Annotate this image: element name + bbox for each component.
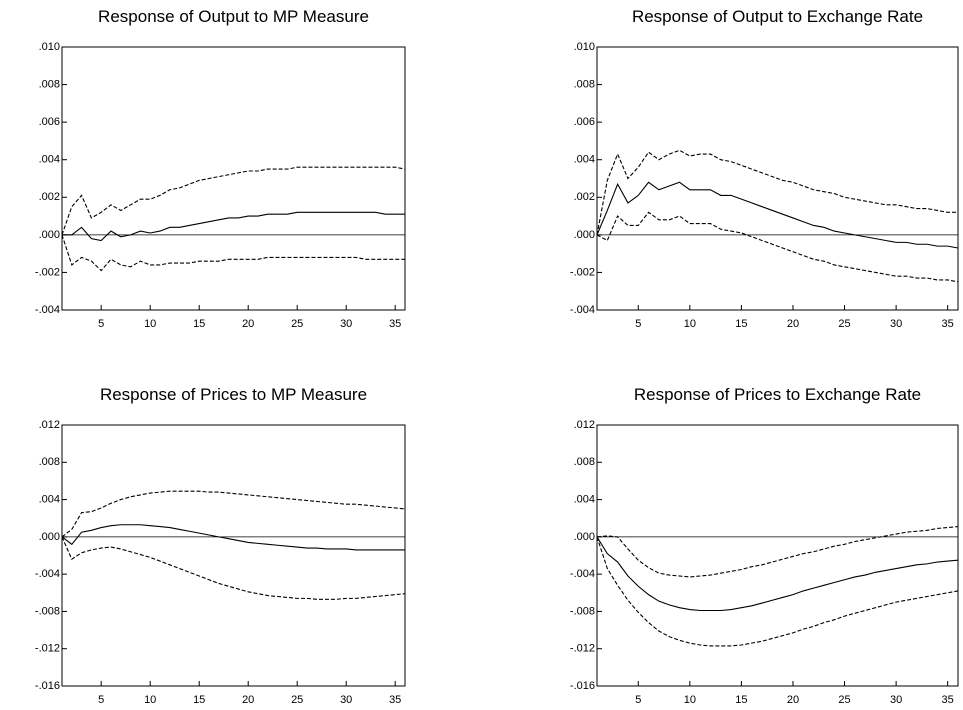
x-tick-label: 30 bbox=[340, 318, 352, 330]
x-tick-label: 30 bbox=[890, 318, 902, 330]
y-tick-label: .006 bbox=[574, 116, 595, 128]
y-tick-label: .008 bbox=[574, 456, 595, 468]
x-tick-label: 35 bbox=[942, 318, 954, 330]
x-tick-label: 20 bbox=[787, 318, 799, 330]
x-tick-label: 35 bbox=[389, 318, 401, 330]
x-tick-label: 15 bbox=[735, 694, 747, 706]
response-line bbox=[596, 536, 959, 612]
x-tick-label: 5 bbox=[635, 694, 641, 706]
x-tick-label: 15 bbox=[193, 694, 205, 706]
confidence-band bbox=[596, 526, 959, 578]
y-tick-label: -.004 bbox=[35, 568, 60, 580]
y-tick-label: .008 bbox=[574, 78, 595, 90]
y-tick-label: .004 bbox=[39, 154, 60, 166]
x-tick-label: 10 bbox=[144, 318, 156, 330]
confidence-band bbox=[596, 536, 959, 647]
confidence-band bbox=[61, 536, 406, 600]
y-tick-label: .000 bbox=[39, 531, 60, 543]
x-tick-label: 30 bbox=[890, 694, 902, 706]
y-tick-label: -.004 bbox=[570, 304, 595, 316]
confidence-band bbox=[596, 211, 959, 283]
x-tick-label: 35 bbox=[389, 694, 401, 706]
y-tick-label: -.002 bbox=[35, 266, 60, 278]
y-tick-label: -.012 bbox=[570, 643, 595, 655]
plot-frame bbox=[596, 46, 959, 311]
chart-title: Response of Output to MP Measure bbox=[98, 7, 369, 26]
y-tick-label: .000 bbox=[574, 531, 595, 543]
x-tick-label: 15 bbox=[193, 318, 205, 330]
x-tick-label: 5 bbox=[635, 318, 641, 330]
confidence-band bbox=[61, 490, 406, 538]
y-tick-label: -.004 bbox=[570, 568, 595, 580]
y-tick-label: -.008 bbox=[35, 605, 60, 617]
y-tick-label: -.008 bbox=[570, 605, 595, 617]
x-tick-label: 30 bbox=[340, 694, 352, 706]
x-tick-label: 10 bbox=[684, 694, 696, 706]
y-tick-label: -.016 bbox=[35, 680, 60, 692]
plot-frame bbox=[596, 424, 959, 687]
y-tick-label: .004 bbox=[39, 493, 60, 505]
x-tick-label: 20 bbox=[242, 694, 254, 706]
response-line bbox=[61, 524, 405, 551]
x-tick-label: 20 bbox=[787, 694, 799, 706]
x-tick-label: 15 bbox=[735, 318, 747, 330]
x-tick-label: 25 bbox=[838, 318, 850, 330]
plot-frame bbox=[61, 46, 406, 311]
y-tick-label: .008 bbox=[39, 456, 60, 468]
y-tick-label: .000 bbox=[39, 229, 60, 241]
x-tick-label: 25 bbox=[291, 694, 303, 706]
y-tick-label: .002 bbox=[574, 191, 595, 203]
chart-title: Response of Output to Exchange Rate bbox=[632, 7, 923, 26]
y-tick-label: .000 bbox=[574, 229, 595, 241]
y-tick-label: .012 bbox=[574, 419, 595, 431]
y-tick-label: -.004 bbox=[35, 304, 60, 316]
x-tick-label: 5 bbox=[98, 318, 104, 330]
chart-title: Response of Prices to Exchange Rate bbox=[634, 385, 921, 404]
y-tick-label: .004 bbox=[574, 493, 595, 505]
y-tick-label: .010 bbox=[574, 41, 595, 53]
y-tick-label: -.016 bbox=[570, 680, 595, 692]
x-tick-label: 10 bbox=[684, 318, 696, 330]
x-tick-label: 5 bbox=[98, 694, 104, 706]
y-tick-label: .008 bbox=[39, 78, 60, 90]
confidence-band bbox=[61, 234, 405, 272]
y-tick-label: .002 bbox=[39, 191, 60, 203]
confidence-band bbox=[61, 166, 406, 236]
plot-frame bbox=[61, 424, 406, 687]
x-tick-label: 35 bbox=[942, 694, 954, 706]
y-tick-label: .006 bbox=[39, 116, 60, 128]
x-tick-label: 10 bbox=[144, 694, 156, 706]
x-tick-label: 20 bbox=[242, 318, 254, 330]
y-tick-label: .004 bbox=[574, 154, 595, 166]
response-line bbox=[62, 211, 405, 242]
chart-title: Response of Prices to MP Measure bbox=[100, 385, 367, 404]
y-tick-label: -.002 bbox=[570, 266, 595, 278]
x-tick-label: 25 bbox=[838, 694, 850, 706]
y-tick-label: .010 bbox=[39, 41, 60, 53]
y-tick-label: -.012 bbox=[35, 643, 60, 655]
y-tick-label: .012 bbox=[39, 419, 60, 431]
x-tick-label: 25 bbox=[291, 318, 303, 330]
response-line bbox=[596, 181, 959, 249]
confidence-band bbox=[596, 149, 958, 235]
